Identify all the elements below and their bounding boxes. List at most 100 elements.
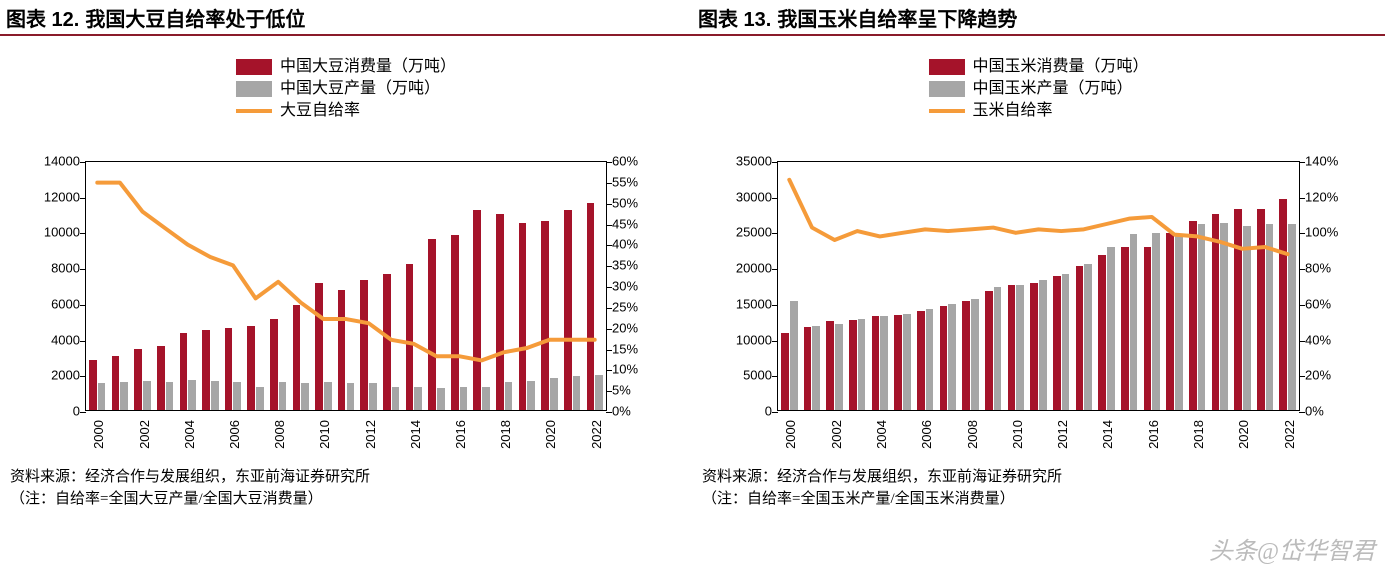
y-axis-right-primary: 05000100001500020000250003000035000 [722,161,777,411]
ytick-right: 40% [612,237,638,252]
ytick-right: 20% [1305,368,1331,383]
x-tick-label: 2012 [363,420,378,449]
watermark: 头条@岱华智君 [1209,531,1375,566]
ytick-left: 0 [73,404,80,419]
ytick-left: 0 [765,404,772,419]
legend-swatch-production-r [928,81,964,97]
legend-swatch-rate-r [928,109,964,113]
ytick-right: 45% [612,216,638,231]
line-overlay-right [778,162,1299,410]
panel-soybean: 图表 12. 我国大豆自给率处于低位 中国大豆消费量（万吨） 中国大豆产量（万吨… [0,0,692,516]
chart-area-right: 中国玉米消费量（万吨） 中国玉米产量（万吨） 玉米自给率 20002002200… [722,56,1355,516]
x-tick-label: 2018 [498,420,513,449]
legend-swatch-rate [236,109,272,113]
x-tick-label: 2008 [965,420,980,449]
legend-swatch-production [236,81,272,97]
footer-source-left: 资料来源：经济合作与发展组织，东亚前海证券研究所 [10,466,682,488]
ytick-right: 60% [612,154,638,169]
ytick-right: 25% [612,299,638,314]
plot-right: 2000200220042006200820102012201420162018… [777,161,1300,411]
footer-right: 资料来源：经济合作与发展组织，东亚前海证券研究所 （注：自给率=全国玉米产量/全… [702,466,1375,510]
title-prefix-left: 图表 12. [6,3,79,32]
rate-line [97,183,594,361]
rate-line [789,180,1287,254]
legend-label-consumption: 中国大豆消费量（万吨） [280,57,456,76]
x-tick-label: 2020 [543,420,558,449]
ytick-left: 10000 [736,332,772,347]
ytick-right: 100% [1305,225,1338,240]
x-tick-label: 2022 [1282,420,1297,449]
ytick-left: 4000 [51,332,80,347]
x-tick-label: 2000 [91,420,106,449]
ytick-left: 10000 [44,225,80,240]
x-tick-label: 2014 [1100,420,1115,449]
title-text-right: 我国玉米自给率呈下降趋势 [777,3,1017,32]
x-tick-label: 2010 [1010,420,1025,449]
ytick-right: 30% [612,279,638,294]
x-tick-label: 2020 [1236,420,1251,449]
x-tick-label: 2006 [227,420,242,449]
x-tick-label: 2018 [1191,420,1206,449]
line-overlay-left [86,162,606,410]
footer-source-right: 资料来源：经济合作与发展组织，东亚前海证券研究所 [702,466,1375,488]
footer-left: 资料来源：经济合作与发展组织，东亚前海证券研究所 （注：自给率=全国大豆产量/全… [10,466,682,510]
x-tick-label: 2012 [1055,420,1070,449]
plot-left: 2000200220042006200820102012201420162018… [85,161,607,411]
y-axis-left-primary: 02000400060008000100001200014000 [30,161,85,411]
ytick-right: 140% [1305,154,1338,169]
ytick-right: 55% [612,174,638,189]
title-row-right: 图表 13. 我国玉米自给率呈下降趋势 [692,0,1385,36]
legend-label-rate: 大豆自给率 [280,101,360,120]
x-tick-label: 2002 [137,420,152,449]
x-tick-label: 2022 [589,420,604,449]
ytick-left: 14000 [44,154,80,169]
ytick-left: 25000 [736,225,772,240]
x-tick-label: 2016 [1146,420,1161,449]
ytick-right: 50% [612,195,638,210]
panel-corn: 图表 13. 我国玉米自给率呈下降趋势 中国玉米消费量（万吨） 中国玉米产量（万… [692,0,1385,516]
x-tick-label: 2016 [453,420,468,449]
x-tick-label: 2002 [829,420,844,449]
legend-label-rate-r: 玉米自给率 [972,101,1052,120]
ytick-left: 20000 [736,261,772,276]
x-tick-label: 2006 [919,420,934,449]
x-tick-label: 2008 [272,420,287,449]
y-axis-right-secondary: 0%20%40%60%80%100%120%140% [1300,161,1355,411]
ytick-right: 15% [612,341,638,356]
legend-swatch-consumption-r [928,59,964,75]
legend-left: 中国大豆消费量（万吨） 中国大豆产量（万吨） 大豆自给率 [236,56,456,122]
ytick-right: 40% [1305,332,1331,347]
chart-area-left: 中国大豆消费量（万吨） 中国大豆产量（万吨） 大豆自给率 20002002200… [30,56,662,516]
x-tick-label: 2004 [182,420,197,449]
ytick-right: 5% [612,383,631,398]
x-tick-label: 2010 [317,420,332,449]
footer-note-right: （注：自给率=全国玉米产量/全国玉米消费量） [702,488,1375,510]
ytick-right: 20% [612,320,638,335]
ytick-left: 12000 [44,189,80,204]
ytick-left: 8000 [51,261,80,276]
legend-label-production: 中国大豆产量（万吨） [280,79,440,98]
ytick-left: 5000 [743,368,772,383]
ytick-right: 60% [1305,296,1331,311]
x-tick-label: 2004 [874,420,889,449]
title-row-left: 图表 12. 我国大豆自给率处于低位 [0,0,692,36]
x-tick-label: 2014 [408,420,423,449]
y-axis-left-secondary: 0%5%10%15%20%25%30%35%40%45%50%55%60% [607,161,662,411]
title-prefix-right: 图表 13. [698,3,771,32]
legend-swatch-consumption [236,59,272,75]
ytick-right: 10% [612,362,638,377]
ytick-left: 30000 [736,189,772,204]
ytick-right: 120% [1305,189,1338,204]
ytick-right: 0% [1305,404,1324,419]
ytick-right: 0% [612,404,631,419]
ytick-left: 35000 [736,154,772,169]
ytick-left: 15000 [736,296,772,311]
legend-label-consumption-r: 中国玉米消费量（万吨） [972,57,1148,76]
x-tick-label: 2000 [783,420,798,449]
ytick-left: 6000 [51,296,80,311]
ytick-left: 2000 [51,368,80,383]
legend-label-production-r: 中国玉米产量（万吨） [972,79,1132,98]
footer-note-left: （注：自给率=全国大豆产量/全国大豆消费量） [10,488,682,510]
title-text-left: 我国大豆自给率处于低位 [85,3,305,32]
ytick-right: 35% [612,258,638,273]
